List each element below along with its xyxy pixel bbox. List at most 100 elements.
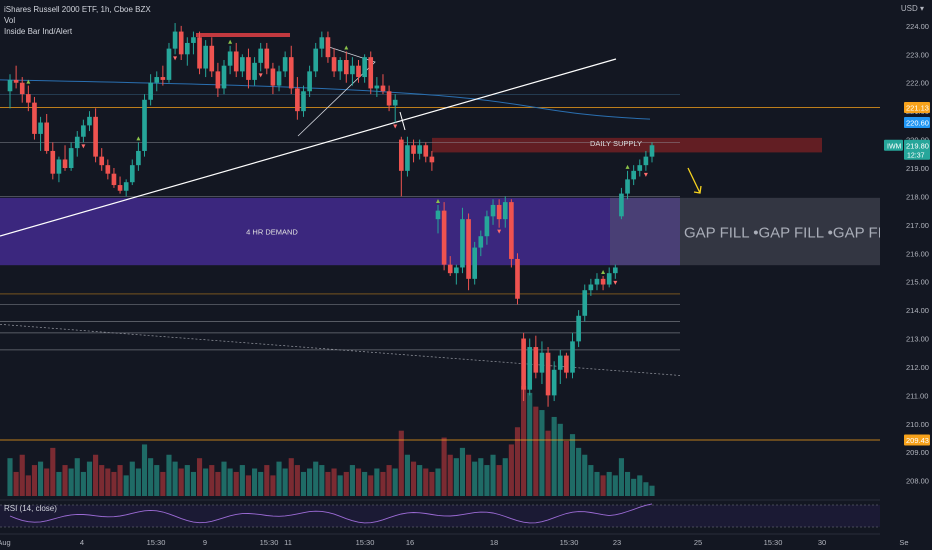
volume-bar bbox=[441, 437, 447, 496]
volume-bar bbox=[129, 461, 135, 496]
candle-body bbox=[405, 145, 410, 171]
candle-body bbox=[19, 82, 25, 95]
indicator-vol[interactable]: Vol bbox=[4, 16, 16, 25]
indicator-inside-bar[interactable]: Inside Bar Ind/Alert bbox=[4, 27, 73, 36]
volume-bar bbox=[294, 465, 300, 496]
time-tick-label: Se bbox=[899, 538, 908, 547]
candle-body bbox=[93, 116, 98, 157]
volume-bar bbox=[527, 392, 533, 496]
price-tick-label: 212.00 bbox=[906, 363, 929, 372]
inside-bar-marker bbox=[436, 198, 440, 203]
demand-zone bbox=[0, 197, 680, 266]
volume-bar bbox=[600, 475, 606, 496]
volume-bar bbox=[38, 461, 44, 496]
candle-body bbox=[643, 156, 649, 166]
volume-bar bbox=[466, 454, 472, 496]
volume-bar bbox=[178, 468, 184, 496]
time-tick-label: 11 bbox=[284, 538, 292, 547]
candle-body bbox=[56, 159, 62, 174]
volume-bar bbox=[435, 468, 441, 496]
volume-bar bbox=[319, 465, 325, 496]
volume-bar bbox=[239, 465, 245, 496]
chart-title[interactable]: iShares Russell 2000 ETF, 1h, Cboe BZX bbox=[4, 5, 151, 14]
gap-fill-box bbox=[610, 197, 880, 266]
volume-bar bbox=[398, 430, 404, 496]
volume-bar bbox=[245, 475, 252, 496]
candle-body bbox=[509, 202, 514, 259]
candle-body bbox=[276, 71, 282, 86]
volume-bar bbox=[215, 471, 221, 496]
inside-bar-marker bbox=[26, 79, 31, 84]
candle-body bbox=[496, 204, 502, 220]
inside-bar-marker bbox=[136, 136, 141, 141]
time-tick-label: 18 bbox=[490, 538, 498, 547]
volume-bar bbox=[44, 468, 50, 496]
candle-body bbox=[588, 284, 594, 291]
candle-body bbox=[307, 71, 312, 92]
candle-body bbox=[472, 247, 478, 279]
candle-body bbox=[337, 60, 343, 72]
volume-bar bbox=[447, 454, 453, 496]
candle-body bbox=[319, 37, 325, 49]
candle-body bbox=[123, 182, 129, 191]
volume-bar bbox=[631, 478, 637, 496]
price-tick-label: 216.00 bbox=[906, 249, 929, 258]
candle-body bbox=[13, 79, 19, 83]
volume-bar bbox=[355, 468, 362, 496]
time-tick-label: 15:30 bbox=[356, 538, 375, 547]
volume-bar bbox=[288, 458, 294, 496]
candle-body bbox=[484, 216, 490, 237]
candle-body bbox=[50, 150, 56, 174]
gap-fill-label: GAP FILL •GAP FILL •GAP FILL •G bbox=[684, 225, 919, 242]
price-tick-label: 209.00 bbox=[906, 448, 929, 457]
volume-bar bbox=[111, 471, 117, 496]
price-label-box bbox=[904, 434, 930, 446]
volume-bar bbox=[429, 471, 435, 496]
currency-label[interactable]: USD ▾ bbox=[900, 4, 924, 13]
candle-body bbox=[545, 352, 551, 396]
volume-bar bbox=[325, 471, 331, 496]
volume-bar bbox=[569, 434, 576, 496]
candle-body bbox=[368, 57, 374, 89]
volume-bar bbox=[264, 465, 270, 496]
volume-bar bbox=[576, 447, 582, 496]
inside-bar-marker bbox=[81, 144, 86, 149]
candle-body bbox=[380, 85, 386, 92]
volume-bar bbox=[99, 465, 105, 496]
candle-body bbox=[99, 156, 105, 166]
volume-bar bbox=[368, 475, 374, 496]
candle-body bbox=[74, 136, 80, 149]
ticker-label: IWM bbox=[887, 143, 902, 150]
volume-bar bbox=[19, 454, 25, 496]
candle-body bbox=[411, 145, 416, 154]
inside-bar-marker bbox=[393, 124, 398, 129]
volume-bar bbox=[25, 475, 31, 496]
trend-line bbox=[0, 58, 617, 237]
candle-body bbox=[527, 347, 533, 390]
candle-body bbox=[148, 82, 153, 100]
volume-bar bbox=[484, 465, 490, 496]
price-tick-label: 214.00 bbox=[906, 306, 929, 315]
candle-body bbox=[209, 45, 215, 72]
volume-bar bbox=[209, 465, 215, 496]
candle-body bbox=[184, 42, 190, 55]
supply-zone-label: DAILY SUPPLY bbox=[590, 139, 642, 148]
rsi-label[interactable]: RSI (14, close) bbox=[4, 504, 57, 513]
volume-bar bbox=[490, 454, 496, 496]
candle-body bbox=[203, 45, 208, 69]
candle-body bbox=[392, 99, 398, 106]
volume-bar bbox=[105, 468, 111, 496]
ticker-label-box bbox=[884, 139, 903, 151]
candle-body bbox=[87, 116, 92, 126]
candle-body bbox=[631, 170, 636, 180]
candle-body bbox=[81, 125, 86, 137]
candle-body bbox=[343, 60, 349, 75]
price-tick-label: 222.00 bbox=[906, 79, 929, 88]
candle-body bbox=[502, 202, 508, 220]
volume-bar bbox=[521, 386, 527, 496]
candle-body bbox=[460, 219, 465, 268]
time-tick-label: 15:30 bbox=[147, 538, 166, 547]
volume-bar bbox=[514, 427, 521, 496]
volume-bar bbox=[141, 444, 148, 496]
